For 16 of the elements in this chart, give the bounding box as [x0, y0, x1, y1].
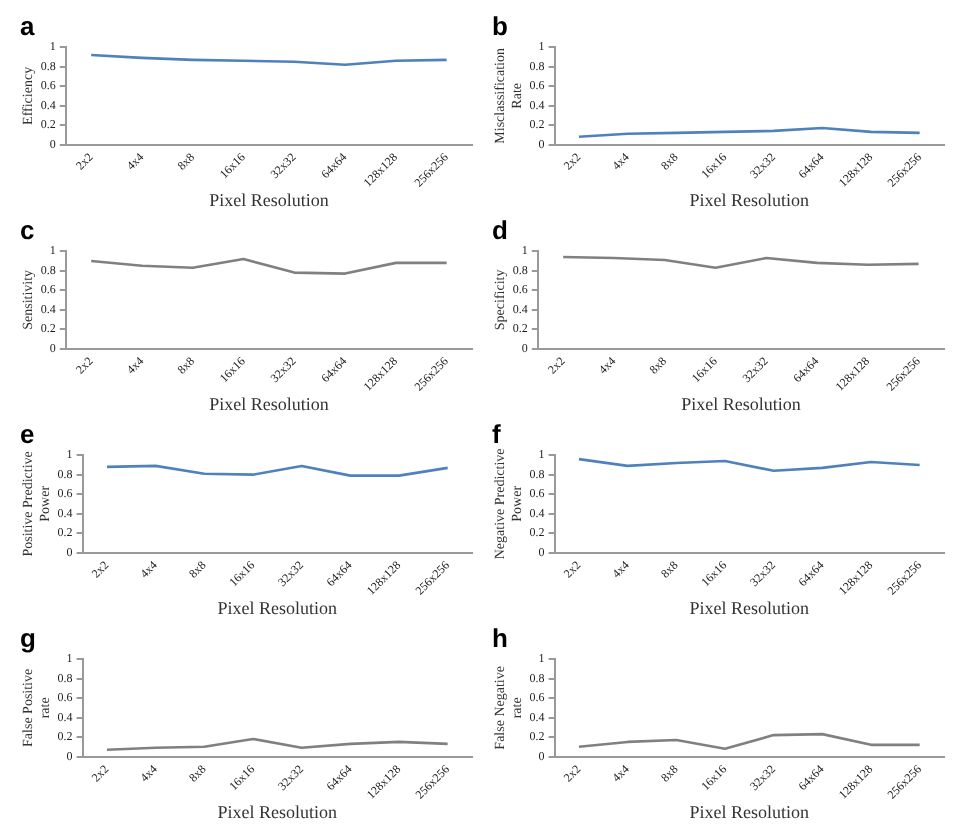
x-axis-title: Pixel Resolution [689, 801, 811, 822]
chart-title: h [492, 622, 508, 653]
x-axis-title: Pixel Resolution [217, 801, 339, 822]
chart-title: e [20, 418, 35, 449]
chart-title: b [492, 10, 508, 41]
chart-title: f [492, 418, 502, 449]
chart-title: a [20, 10, 36, 41]
x-axis-title: Pixel Resolution [689, 189, 811, 210]
chart-title: d [492, 214, 508, 245]
chart-title: c [20, 214, 35, 245]
x-axis-title: Pixel Resolution [209, 393, 330, 414]
x-axis-title: Pixel Resolution [689, 597, 811, 618]
x-axis-title: Pixel Resolution [217, 597, 339, 618]
chart-title: g [20, 622, 36, 653]
x-axis-title: Pixel Resolution [209, 189, 330, 210]
x-axis-title: Pixel Resolution [681, 393, 802, 414]
